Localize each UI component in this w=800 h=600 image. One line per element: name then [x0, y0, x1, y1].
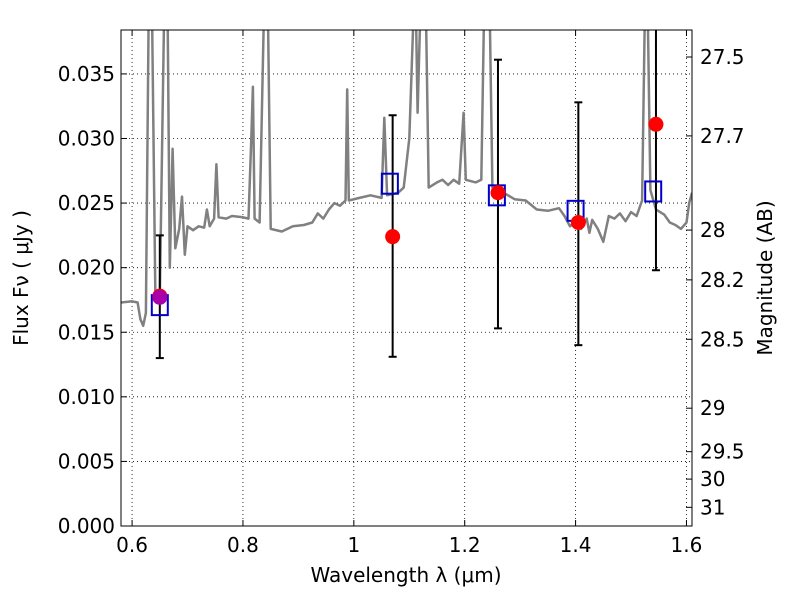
x-axis-title: Wavelength λ (μm): [310, 563, 501, 587]
overlap-flux-point: [152, 289, 168, 305]
plot-area: [121, 30, 692, 360]
observed-flux-point: [570, 214, 586, 230]
y-tick-label: 0.005: [58, 449, 115, 473]
y-axis-title: Flux Fν ( μJy ): [9, 210, 33, 346]
y-tick-label: 0.035: [58, 62, 115, 86]
x-tick-label: 0.6: [116, 533, 148, 557]
y-tick-label: 0.030: [58, 127, 115, 151]
y2-tick-label: 30: [700, 467, 725, 491]
y-tick-label: 0.000: [58, 514, 115, 538]
y2-tick-label: 27.7: [700, 124, 745, 148]
model-spectrum-line: [121, 30, 692, 328]
y-tick-label: 0.025: [58, 191, 115, 215]
x-tick-label: 1.2: [449, 533, 481, 557]
observed-flux-point: [385, 229, 401, 245]
x-tick-label: 1.4: [560, 533, 592, 557]
y2-tick-label: 28.5: [700, 327, 745, 351]
y-tick-label: 0.015: [58, 320, 115, 344]
y2-tick-label: 27.5: [700, 45, 745, 69]
y2-tick-label: 28: [700, 218, 725, 242]
axis-ticks: 0.6 0.8 1 1.2 1.4 1.6 0.000 0.005 0.010 0.015 0.02…: [58, 30, 745, 557]
y-tick-label: 0.020: [58, 256, 115, 280]
y2-axis-title: Magnitude (AB): [753, 200, 777, 355]
x-tick-label: 1: [347, 533, 360, 557]
y2-tick-label: 28.2: [700, 268, 745, 292]
synthetic-flux-square: [644, 180, 663, 203]
synthetic-flux-square: [380, 172, 399, 195]
y2-tick-label: 29.5: [700, 440, 745, 464]
grid-lines: [121, 30, 692, 527]
x-tick-label: 0.8: [227, 533, 259, 557]
observed-flux-point: [490, 185, 506, 201]
y2-tick-label: 29: [700, 396, 725, 420]
plot-frame: [120, 29, 693, 527]
observed-flux-point: [648, 116, 664, 132]
y2-tick-label: 31: [700, 495, 725, 519]
y-tick-label: 0.010: [58, 385, 115, 409]
x-tick-label: 1.6: [671, 533, 703, 557]
